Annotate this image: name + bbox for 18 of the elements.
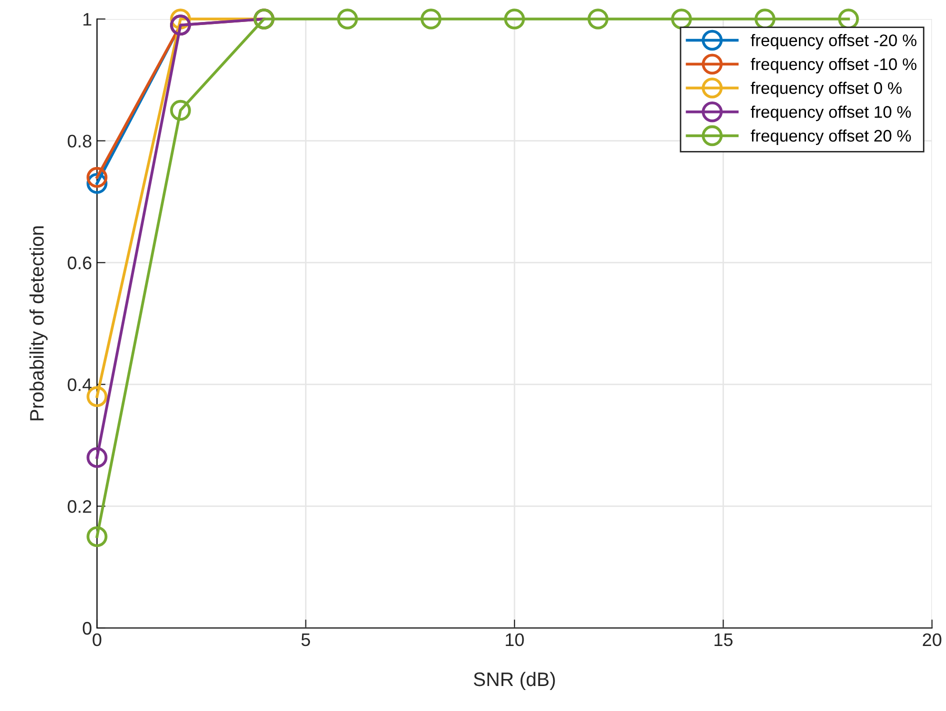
y-tick-label: 0.4	[68, 378, 92, 392]
legend-label: frequency offset -10 %	[750, 58, 916, 74]
y-tick-label: 0.8	[68, 134, 92, 148]
x-tick-label: 5	[301, 634, 310, 646]
x-tick-label: 10	[506, 633, 524, 646]
y-tick-label: 1	[83, 13, 92, 26]
x-axis-title: SNR (dB)	[474, 672, 555, 690]
x-tick-label: 15	[714, 634, 733, 646]
x-tick-label: 20	[922, 633, 942, 646]
legend-label: frequency offset 0 %	[750, 82, 902, 98]
y-tick-label: 0.2	[68, 500, 92, 513]
y-axis-title: Probability of detection	[29, 226, 48, 420]
legend-label: frequency offset -20 %	[750, 34, 916, 50]
x-tick-label: 0	[92, 633, 102, 646]
y-tick-label: 0	[82, 622, 92, 635]
legend-label: frequency offset 20 %	[750, 129, 911, 146]
y-tick-label: 0.6	[68, 256, 92, 270]
legend-label: frequency offset 10 %	[750, 106, 911, 122]
